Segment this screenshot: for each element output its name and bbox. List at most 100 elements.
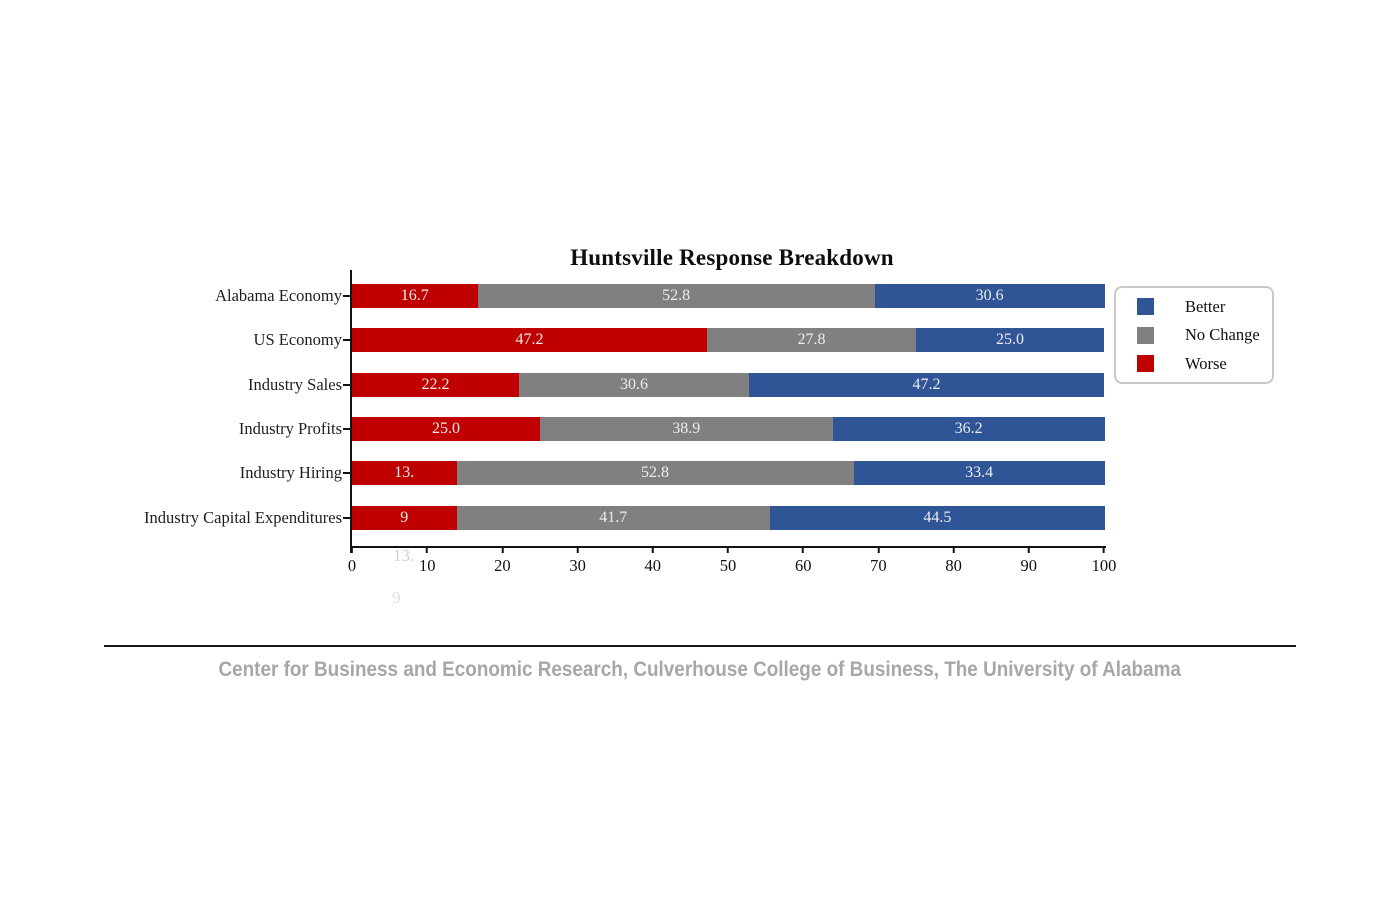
x-axis-tick-label: 20 — [494, 556, 511, 575]
bar-row-industry-sales: Industry Sales 22.2 30.6 47.2 — [248, 372, 1104, 397]
bar-value-label: 47.2 — [515, 331, 544, 349]
x-axis-tick-20: 20 — [494, 546, 511, 576]
bar-value-label: 30.6 — [975, 287, 1004, 304]
bar-value-label: 30.6 — [619, 375, 648, 393]
x-axis-tick-80: 80 — [945, 546, 962, 576]
bar-segment-worse: 22.2 — [352, 372, 519, 397]
bar-segment-no-change: 41.7 — [456, 505, 771, 530]
footer-divider — [104, 645, 1296, 647]
x-axis-tick-label: 70 — [870, 556, 887, 575]
x-axis-tick-label: 90 — [1020, 556, 1038, 575]
bar-segment-worse: 47.2 — [352, 328, 707, 353]
bar-value-label: 16.7 — [400, 287, 429, 304]
bar-value-label: 25.0 — [995, 331, 1024, 349]
legend-item-worse: Worse — [1137, 354, 1272, 374]
x-axis-tick-mark — [576, 546, 579, 553]
bar-segment-no-change: 30.6 — [518, 372, 750, 397]
bar-segment-better: 36.2 — [832, 416, 1105, 441]
y-axis-tick — [343, 427, 350, 430]
stray-label-13: 13. — [393, 546, 415, 565]
y-axis-tick — [343, 472, 350, 475]
bar-value-label: 41.7 — [599, 508, 628, 526]
x-axis-tick-mark — [651, 546, 654, 553]
bar-value-label: 52.8 — [662, 287, 691, 304]
y-axis-tick — [343, 516, 350, 519]
x-axis-tick-label: 50 — [719, 556, 737, 575]
bar-value-label: 44.5 — [923, 508, 952, 526]
legend-label: Worse — [1185, 353, 1227, 373]
bar-segment-better: 47.2 — [749, 372, 1104, 397]
y-axis-tick — [343, 339, 350, 342]
legend-item-no-change: No Change — [1137, 325, 1272, 345]
x-axis-tick-mark — [1027, 546, 1030, 553]
x-axis-tick-mark — [501, 546, 504, 553]
footer-attribution-text: Center for Business and Economic Researc… — [218, 658, 1182, 681]
x-axis-tick-0: 0 — [348, 546, 356, 576]
bar-value-label: 52.8 — [641, 464, 670, 482]
bar-value-label: 22.2 — [421, 375, 450, 393]
legend: Better No Change Worse — [1114, 286, 1274, 384]
y-axis-tick — [343, 295, 350, 297]
legend-label: Better — [1185, 296, 1226, 316]
x-axis-tick-mark — [727, 546, 729, 553]
x-axis-tick-label: 30 — [569, 556, 586, 575]
x-axis-tick-50: 50 — [719, 546, 737, 576]
chart-title: Huntsville Response Breakdown — [570, 245, 894, 270]
bar-segment-no-change: 27.8 — [706, 328, 916, 353]
bar-row-us-economy: US Economy 47.2 27.8 25.0 — [254, 328, 1104, 353]
legend-swatch-better — [1137, 298, 1154, 315]
bar-segment-better: 33.4 — [853, 461, 1105, 486]
x-axis-tick-30: 30 — [569, 546, 586, 576]
category-label-alabama-economy: Alabama Economy — [215, 286, 342, 305]
x-axis-tick-60: 60 — [794, 546, 812, 576]
x-axis-tick-mark — [802, 546, 805, 553]
bar-segment-better: 25.0 — [915, 328, 1104, 353]
bar-segment-better: 30.6 — [874, 284, 1105, 308]
x-axis-tick-mark — [1103, 546, 1105, 553]
bar-segment-worse: 16.7 — [352, 284, 478, 308]
x-axis-tick-70: 70 — [870, 546, 887, 576]
category-label-industry-sales: Industry Sales — [248, 374, 342, 394]
bar-value-label: 33.4 — [965, 464, 994, 482]
y-axis-tick — [343, 383, 350, 386]
bar-value-label: 47.2 — [912, 375, 941, 393]
x-axis-tick-label: 10 — [418, 556, 436, 575]
legend-label: No Change — [1185, 325, 1260, 344]
x-axis-tick-40: 40 — [644, 546, 662, 576]
bar-segment-worse: 9 — [352, 505, 457, 530]
x-axis-tick-label: 60 — [794, 556, 812, 575]
bar-segment-no-change: 52.8 — [456, 461, 854, 486]
bar-row-alabama-economy: Alabama Economy 16.7 52.8 30.6 — [215, 284, 1105, 308]
category-label-us-economy: US Economy — [253, 330, 342, 350]
bar-value-label: 9 — [400, 508, 409, 526]
x-axis-tick-label: 40 — [644, 556, 662, 575]
bar-row-industry-profits: Industry Profits 25.0 38.9 36.2 — [239, 416, 1105, 441]
x-axis-tick-90: 90 — [1020, 546, 1038, 576]
bar-segment-no-change: 52.8 — [477, 284, 875, 308]
bar-value-label: 38.9 — [672, 419, 701, 437]
bar-value-label: 27.8 — [797, 331, 826, 349]
legend-swatch-worse — [1137, 355, 1154, 372]
bar-row-industry-hiring: Industry Hiring 13. 52.8 33.4 — [240, 461, 1105, 486]
x-axis-tick-mark — [426, 546, 429, 553]
stray-label-9: 9 — [392, 588, 401, 607]
bar-value-label: 25.0 — [432, 419, 460, 437]
bar-segment-better: 44.5 — [770, 505, 1105, 530]
category-label-industry-capital-expenditures: Industry Capital Expenditures — [144, 507, 342, 527]
category-label-industry-hiring: Industry Hiring — [239, 463, 342, 483]
bar-segment-worse: 13. — [352, 461, 457, 486]
bar-value-label: 13. — [394, 464, 415, 482]
x-axis-tick-10: 10 — [418, 546, 436, 576]
bar-segment-no-change: 38.9 — [540, 416, 833, 441]
x-axis-tick-100: 100 — [1091, 546, 1117, 576]
footer-attribution: Center for Business and Economic Researc… — [104, 658, 1296, 682]
plot-area: 0 10 20 30 40 50 60 70 80 90 100 13. 9 Alabama Eco… — [144, 270, 1116, 607]
bar-row-industry-capital-expenditures: Industry Capital Expenditures 9 41.7 44.5 — [144, 505, 1105, 530]
x-axis-tick-label: 80 — [945, 556, 962, 575]
x-axis-tick-mark — [351, 546, 353, 553]
x-axis-tick-label: 0 — [347, 556, 357, 575]
bar-value-label: 36.2 — [954, 419, 983, 437]
y-axis-line — [350, 270, 352, 553]
x-axis-tick-label: 100 — [1091, 556, 1117, 575]
